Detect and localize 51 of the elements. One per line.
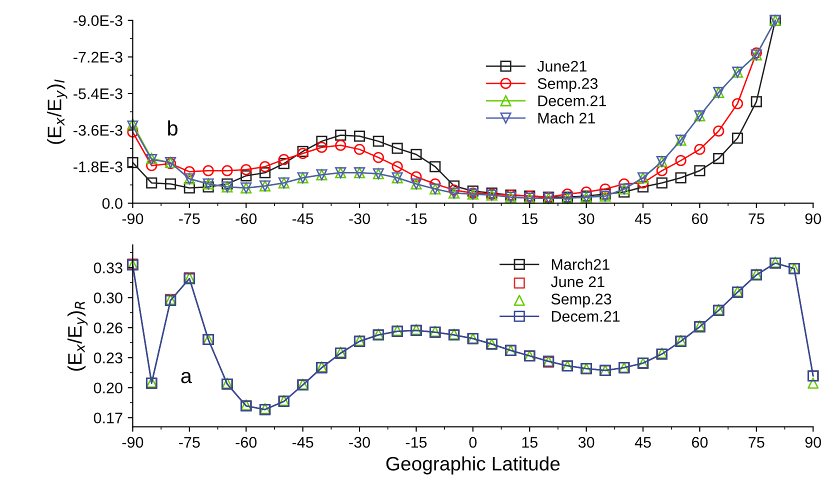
annotation: a [181, 372, 192, 384]
x-tick-label: -15 [406, 437, 427, 448]
annotation: b [168, 120, 178, 136]
x-tick-label: 15 [522, 437, 538, 448]
y-tick-label: 0.20 [94, 382, 122, 394]
y-tick-label: -9.0E-3 [74, 15, 122, 26]
x-tick-label: -75 [179, 214, 200, 224]
legend-label: Mach 21 [538, 112, 595, 124]
legend-label: Semp.23 [551, 294, 612, 308]
x-tick-label: 30 [578, 436, 594, 448]
x-tick-label: 75 [748, 437, 764, 448]
x-tick-label: -90 [122, 213, 144, 224]
y-tick-label: 0.26 [94, 322, 122, 334]
y-tick-label: 0.33 [94, 262, 122, 274]
y-tick-label: 0.0 [102, 198, 122, 209]
x-tick-label: -75 [179, 437, 200, 448]
x-tick-label: 15 [522, 214, 538, 224]
y-tick-label: 0.17 [94, 412, 122, 424]
y-axis-title: (E$_{x}$/E$_{y}$)$_{R}$ [67, 302, 88, 371]
y-tick-label: -3.6E-3 [74, 124, 122, 136]
x-tick-label: -45 [292, 214, 314, 224]
x-tick-label: 30 [578, 213, 594, 224]
x-tick-label: -60 [236, 436, 257, 448]
legend-label: Decem.21 [552, 310, 620, 322]
y-tick-label: -5.4E-3 [74, 88, 122, 100]
y-axis-title: (E$_{x}$/E$_{y}$)$_{I}$ [47, 79, 68, 144]
x-axis-title: Geographic Latitude [386, 456, 560, 474]
x-tick-label: -90 [122, 436, 144, 448]
x-tick-label: -60 [236, 213, 257, 224]
x-tick-label: -30 [349, 213, 370, 224]
y-tick-label: 0.23 [94, 352, 122, 364]
legend-label: Decem.21 [538, 95, 606, 106]
legend-label: June21 [537, 60, 586, 72]
x-tick-label: -15 [406, 214, 427, 224]
y-tick-label: -7.2E-3 [74, 52, 122, 63]
x-tick-label: 0 [469, 213, 477, 224]
legend-label: June 21 [550, 276, 604, 288]
x-tick-label: 75 [748, 214, 764, 224]
x-tick-label: 90 [805, 436, 822, 448]
x-tick-label: 45 [634, 214, 651, 224]
x-tick-label: -45 [292, 437, 314, 448]
x-tick-label: -30 [349, 436, 370, 448]
legend-label: March21 [552, 258, 610, 270]
x-tick-label: 60 [692, 213, 708, 224]
x-tick-label: 60 [692, 436, 708, 448]
x-tick-label: 45 [634, 437, 651, 448]
y-tick-label: 0.30 [94, 292, 122, 304]
x-tick-label: 0 [469, 436, 477, 448]
legend-label: Semp.23 [538, 78, 598, 92]
y-tick-label: -1.8E-3 [74, 162, 122, 172]
x-tick-label: 90 [805, 213, 822, 224]
